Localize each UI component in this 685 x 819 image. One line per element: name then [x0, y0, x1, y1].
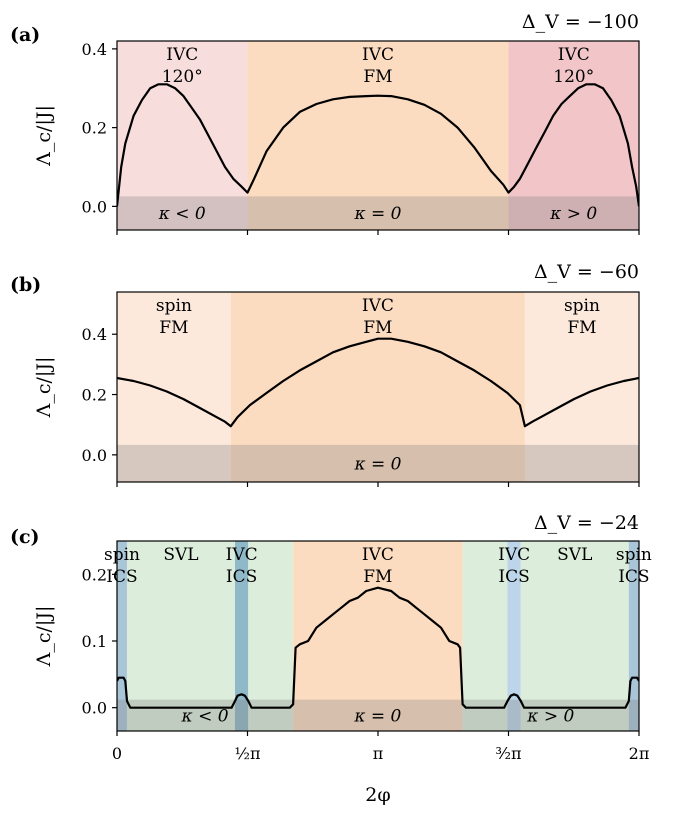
kappa-band — [247, 196, 509, 230]
y-tick-label: 0.1 — [82, 632, 107, 651]
phase-region — [508, 41, 639, 230]
phase-label: ICS — [618, 567, 649, 587]
kappa-label: κ > 0 — [549, 204, 597, 224]
phase-region — [293, 541, 463, 731]
y-tick-label: 0.2 — [82, 386, 107, 405]
panel-title: Δ_V = −60 — [534, 261, 639, 283]
phase-label: IVC — [226, 545, 258, 565]
kappa-label: κ = 0 — [353, 454, 401, 474]
y-tick-label: 0.4 — [82, 325, 107, 344]
panel-label: (b) — [10, 274, 41, 296]
phase-label: SVL — [163, 545, 198, 565]
phase-region — [117, 41, 248, 230]
y-tick-label: 0.2 — [82, 119, 107, 138]
phase-label: FM — [363, 67, 392, 87]
phase-region — [628, 541, 639, 731]
phase-label: FM — [159, 318, 188, 338]
phase-region — [520, 541, 629, 731]
x-tick-label: π — [373, 744, 384, 763]
phase-label: IVC — [166, 45, 198, 65]
phase-label: 120° — [553, 67, 594, 87]
panel-b: κ = 0spinFMIVCFMspinFM0.00.20.4Λ_c/|J|(b… — [10, 261, 640, 487]
phase-region — [117, 292, 231, 482]
y-tick-label: 0.0 — [82, 699, 107, 718]
phase-regions — [117, 541, 639, 731]
phase-label: 120° — [162, 67, 203, 87]
kappa-band — [117, 444, 639, 482]
phase-region — [248, 541, 294, 731]
y-tick-label: 0.0 — [82, 197, 107, 216]
phase-label: IVC — [498, 545, 530, 565]
y-tick-label: 0.0 — [82, 446, 107, 465]
phase-label: SVL — [557, 545, 592, 565]
phase-label: ICS — [106, 567, 137, 587]
phase-label: FM — [567, 318, 596, 338]
panel-title: Δ_V = −24 — [534, 512, 639, 534]
kappa-label: κ = 0 — [353, 706, 401, 726]
phase-label: IVC — [362, 45, 394, 65]
panel-title: Δ_V = −100 — [522, 11, 639, 33]
phase-label: ICS — [498, 567, 529, 587]
phase-region — [462, 541, 508, 731]
phase-label: IVC — [362, 545, 394, 565]
phase-region — [507, 541, 521, 731]
kappa-band — [117, 196, 248, 230]
phase-label: IVC — [558, 45, 590, 65]
panel-label: (c) — [10, 526, 40, 548]
phase-region — [126, 541, 235, 731]
phase-label: FM — [363, 318, 392, 338]
phase-label: spin — [156, 296, 192, 316]
phase-label: ICS — [226, 567, 257, 587]
panel-label: (a) — [10, 24, 40, 46]
phase-label: spin — [564, 296, 600, 316]
y-tick-label: 0.2 — [82, 565, 107, 584]
phase-region — [230, 292, 525, 482]
phase-region — [117, 541, 127, 731]
kappa-band — [462, 699, 639, 731]
kappa-band — [508, 196, 639, 230]
series-line — [117, 337, 639, 428]
series-line — [117, 83, 639, 207]
phase-label: FM — [363, 567, 392, 587]
kappa-band — [117, 699, 294, 731]
kappa-label: κ = 0 — [353, 204, 401, 224]
y-axis-label: Λ_c/|J| — [33, 606, 55, 668]
phase-regions — [117, 292, 639, 482]
y-axis-label: Λ_c/|J| — [33, 105, 55, 167]
phase-region — [524, 292, 639, 482]
kappa-label: κ > 0 — [526, 706, 574, 726]
x-tick-label: 0 — [112, 744, 122, 763]
kappa-band — [293, 699, 463, 731]
x-axis-label: 2φ — [365, 784, 390, 806]
kappa-label: κ < 0 — [181, 706, 229, 726]
phase-label: spin — [616, 545, 652, 565]
phase-region — [234, 541, 249, 731]
series-line — [117, 586, 639, 709]
x-tick-label: 2π — [629, 744, 650, 763]
y-axis-label: Λ_c/|J| — [33, 357, 55, 419]
phase-label: spin — [104, 545, 140, 565]
x-tick-label: ³⁄₂π — [495, 744, 521, 763]
x-tick-label: ½π — [234, 744, 260, 763]
y-tick-label: 0.4 — [82, 40, 107, 59]
kappa-label: κ < 0 — [158, 204, 206, 224]
phase-label: IVC — [362, 296, 394, 316]
